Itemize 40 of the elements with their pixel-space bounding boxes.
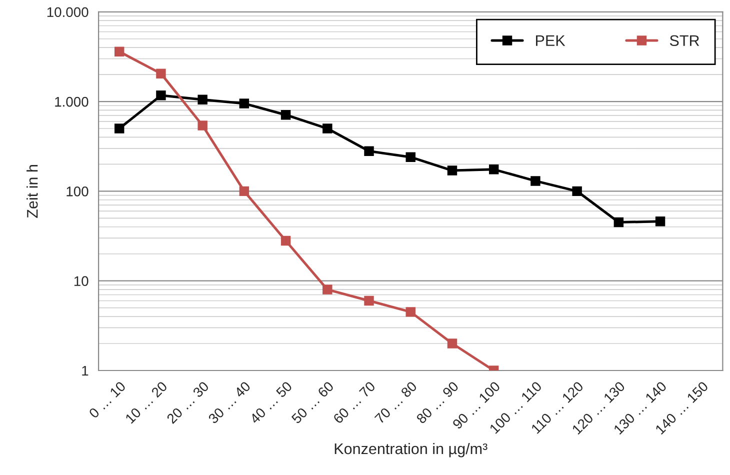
point — [280, 110, 291, 120]
x-tick-label: 30 … 40 — [208, 380, 252, 424]
x-axis-title: Konzentration in µg/m³ — [334, 442, 488, 458]
y-tick-label: 10.000 — [47, 7, 88, 18]
y-tick-label: 100 — [66, 186, 88, 196]
point — [239, 186, 250, 196]
point — [530, 176, 540, 186]
point — [280, 236, 291, 246]
point — [114, 124, 124, 134]
y-axis-title: Zeit in h — [26, 165, 38, 218]
x-tick-label: 40 … 50 — [249, 380, 293, 424]
point — [198, 120, 208, 130]
point — [655, 216, 666, 226]
x-tick-label: 70 … 80 — [374, 380, 418, 424]
legend-label: STR — [670, 35, 700, 46]
point — [406, 152, 416, 162]
point — [156, 68, 166, 78]
point — [447, 338, 458, 348]
point — [364, 146, 374, 156]
x-tick-label: 50 … 60 — [290, 380, 334, 424]
point — [114, 46, 124, 57]
point — [322, 124, 332, 134]
point — [614, 217, 624, 228]
y-tick-label: 1 — [82, 366, 88, 376]
point — [322, 284, 332, 294]
point — [239, 98, 250, 108]
x-tick-label: 60 … 70 — [332, 380, 376, 424]
point — [198, 94, 208, 104]
x-tick-label: 10 … 20 — [124, 380, 168, 424]
point — [406, 307, 416, 317]
point — [364, 296, 374, 306]
point — [447, 166, 458, 176]
y-tick-label: 1.000 — [55, 96, 88, 107]
point — [488, 164, 499, 174]
x-tick-label: 0 … 10 — [88, 380, 126, 419]
point — [572, 186, 582, 196]
y-tick-label: 10 — [74, 276, 88, 286]
legend-label: PEK — [536, 35, 566, 46]
x-tick-label: 20 … 30 — [166, 380, 210, 424]
point — [156, 90, 166, 100]
